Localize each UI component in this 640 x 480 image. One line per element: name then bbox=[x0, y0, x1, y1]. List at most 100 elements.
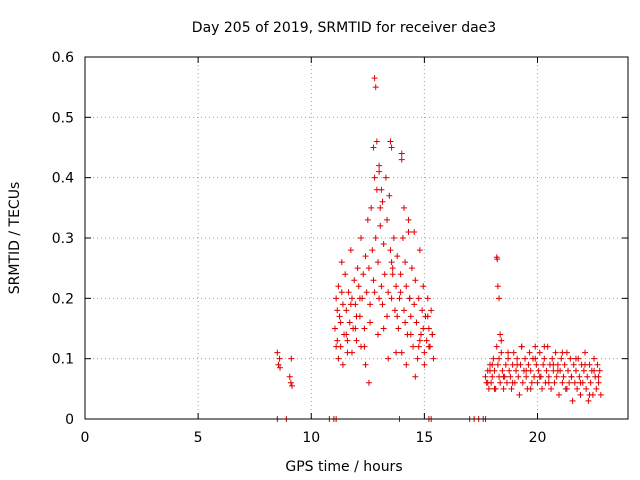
data-point bbox=[582, 349, 589, 356]
data-point bbox=[382, 174, 389, 181]
data-point bbox=[347, 301, 354, 308]
data-point bbox=[497, 331, 504, 338]
data-point bbox=[343, 331, 350, 338]
data-point bbox=[377, 204, 384, 211]
data-point bbox=[526, 349, 533, 356]
data-point bbox=[371, 289, 378, 296]
data-point bbox=[498, 337, 505, 344]
data-point bbox=[494, 283, 501, 290]
data-point bbox=[499, 367, 506, 374]
data-point bbox=[362, 361, 369, 368]
data-point bbox=[523, 373, 530, 380]
data-point bbox=[388, 259, 395, 266]
x-tick-label: 10 bbox=[302, 430, 320, 446]
data-point bbox=[489, 361, 496, 368]
data-point bbox=[534, 379, 541, 386]
data-point bbox=[513, 367, 520, 374]
data-point bbox=[398, 156, 405, 163]
data-point bbox=[365, 379, 372, 386]
data-point bbox=[364, 216, 371, 223]
data-point bbox=[397, 271, 404, 278]
data-point bbox=[401, 307, 408, 314]
data-point bbox=[543, 367, 550, 374]
data-point bbox=[348, 349, 355, 356]
data-point bbox=[412, 277, 419, 284]
data-point bbox=[509, 379, 516, 386]
data-point bbox=[595, 373, 602, 380]
data-point bbox=[361, 325, 368, 332]
data-point bbox=[287, 379, 294, 386]
data-point bbox=[532, 355, 539, 362]
data-point bbox=[398, 150, 405, 157]
data-point bbox=[401, 204, 408, 211]
data-point bbox=[355, 283, 362, 290]
data-point bbox=[539, 385, 546, 392]
data-point bbox=[343, 307, 350, 314]
data-point bbox=[571, 379, 578, 386]
data-point bbox=[369, 247, 376, 254]
data-point bbox=[584, 373, 591, 380]
data-point bbox=[428, 307, 435, 314]
data-point bbox=[289, 382, 296, 389]
data-point bbox=[429, 331, 436, 338]
data-point bbox=[551, 379, 558, 386]
data-point bbox=[286, 373, 293, 380]
data-point bbox=[381, 271, 388, 278]
chart-title: Day 205 of 2019, SRMTID for receiver dae… bbox=[192, 20, 496, 36]
data-point bbox=[424, 295, 431, 302]
data-point bbox=[380, 241, 387, 248]
data-point bbox=[503, 379, 510, 386]
data-point bbox=[356, 295, 363, 302]
data-point bbox=[333, 343, 340, 350]
data-point bbox=[533, 361, 540, 368]
data-point bbox=[420, 283, 427, 290]
data-point bbox=[342, 271, 349, 278]
data-point bbox=[333, 295, 340, 302]
data-point bbox=[536, 373, 543, 380]
data-point bbox=[496, 355, 503, 362]
data-point bbox=[339, 361, 346, 368]
data-point bbox=[423, 337, 430, 344]
data-point bbox=[405, 228, 412, 235]
data-point bbox=[415, 343, 422, 350]
data-point bbox=[334, 307, 341, 314]
data-point bbox=[425, 325, 432, 332]
data-point bbox=[412, 373, 419, 380]
data-point bbox=[395, 325, 402, 332]
data-point bbox=[374, 259, 381, 266]
data-point bbox=[525, 361, 532, 368]
data-point bbox=[377, 222, 384, 229]
data-point bbox=[335, 283, 342, 290]
y-axis-label: SRMTID / TECUs bbox=[7, 182, 23, 295]
data-point bbox=[411, 228, 418, 235]
data-point bbox=[353, 313, 360, 320]
x-tick-label: 0 bbox=[81, 430, 90, 446]
data-point bbox=[393, 349, 400, 356]
data-point bbox=[388, 295, 395, 302]
data-point bbox=[405, 216, 412, 223]
data-point bbox=[379, 301, 386, 308]
data-point bbox=[370, 144, 377, 151]
data-point bbox=[505, 355, 512, 362]
data-point bbox=[403, 283, 410, 290]
data-point bbox=[421, 361, 428, 368]
data-point bbox=[402, 319, 409, 326]
points-layer bbox=[274, 75, 604, 422]
data-point bbox=[387, 247, 394, 254]
data-point bbox=[541, 343, 548, 350]
data-point bbox=[545, 379, 552, 386]
data-point bbox=[505, 349, 512, 356]
data-point bbox=[413, 319, 420, 326]
data-point bbox=[486, 367, 493, 374]
data-point bbox=[391, 307, 398, 314]
data-point bbox=[425, 343, 432, 350]
data-point bbox=[353, 337, 360, 344]
data-point bbox=[536, 349, 543, 356]
data-point bbox=[338, 289, 345, 296]
data-point bbox=[352, 325, 359, 332]
data-point bbox=[277, 364, 284, 371]
data-point bbox=[407, 331, 414, 338]
data-point bbox=[389, 265, 396, 272]
plot-frame bbox=[84, 56, 629, 420]
data-point bbox=[516, 391, 523, 398]
